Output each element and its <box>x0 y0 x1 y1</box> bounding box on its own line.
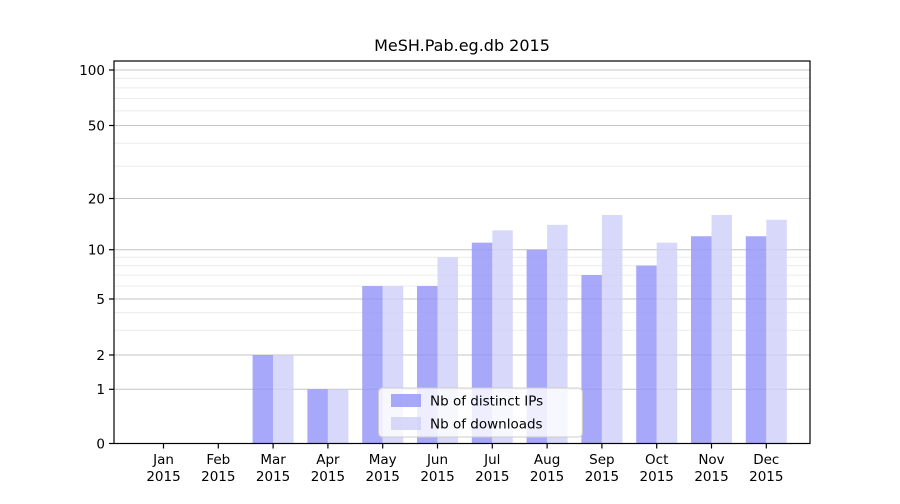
x-tick-label-month-nov: Nov <box>698 452 724 468</box>
x-tick-label-month-jul: Jul <box>483 452 500 468</box>
x-tick-label-year-jan: 2015 <box>146 469 180 485</box>
x-tick-label-year-dec: 2015 <box>749 469 783 485</box>
y-tick-label-2: 2 <box>96 348 105 364</box>
legend-box <box>378 387 583 438</box>
bar-distinct-ips-dec <box>745 236 767 444</box>
bar-downloads-apr <box>327 389 349 444</box>
x-tick-label-month-jan: Jan <box>152 452 174 468</box>
bar-distinct-ips-sep <box>581 275 602 444</box>
y-tick-label-0: 0 <box>96 436 105 452</box>
x-tick-label-year-nov: 2015 <box>694 469 728 485</box>
y-tick-label-100: 100 <box>79 63 105 79</box>
y-tick-label-5: 5 <box>96 292 105 308</box>
y-tick-label-20: 20 <box>88 191 105 207</box>
bar-distinct-ips-apr <box>307 389 328 444</box>
chart-title: MeSH.Pab.eg.db 2015 <box>374 36 550 55</box>
y-tick-label-10: 10 <box>88 243 105 259</box>
x-tick-label-year-may: 2015 <box>366 469 400 485</box>
x-tick-label-year-feb: 2015 <box>201 469 235 485</box>
x-tick-label-month-may: May <box>369 452 397 468</box>
x-tick-label-month-sep: Sep <box>589 452 614 468</box>
y-tick-label-50: 50 <box>88 118 105 134</box>
bar-downloads-dec <box>766 219 787 444</box>
x-tick-label-month-apr: Apr <box>316 452 340 468</box>
bar-distinct-ips-may <box>362 286 383 444</box>
bar-downloads-oct <box>656 242 678 444</box>
x-tick-label-year-sep: 2015 <box>585 469 619 485</box>
x-tick-label-year-oct: 2015 <box>640 469 674 485</box>
x-tick-label-year-aug: 2015 <box>530 469 564 485</box>
x-tick-label-month-aug: Aug <box>534 452 560 468</box>
legend-swatch-distinct-ips <box>391 394 421 407</box>
x-tick-label-month-oct: Oct <box>645 452 668 468</box>
x-tick-label-year-jun: 2015 <box>420 469 454 485</box>
x-tick-label-month-feb: Feb <box>206 452 230 468</box>
bar-distinct-ips-nov <box>691 236 712 444</box>
legend-label-downloads: Nb of downloads <box>430 417 543 433</box>
axes-spines <box>113 60 811 445</box>
y-tick-label-1: 1 <box>96 382 105 398</box>
x-tick-label-year-jul: 2015 <box>475 469 509 485</box>
legend-label-distinct-ips: Nb of distinct IPs <box>430 394 543 410</box>
x-tick-label-year-apr: 2015 <box>311 469 345 485</box>
x-tick-label-month-dec: Dec <box>753 452 779 468</box>
x-tick-label-month-jun: Jun <box>426 452 448 468</box>
bar-distinct-ips-mar <box>252 355 274 444</box>
legend-swatch-downloads <box>391 417 421 430</box>
bar-distinct-ips-oct <box>636 265 657 444</box>
bar-downloads-mar <box>273 355 294 444</box>
x-tick-label-year-mar: 2015 <box>256 469 290 485</box>
bar-downloads-nov <box>711 214 732 444</box>
x-tick-label-month-mar: Mar <box>260 452 286 468</box>
bar-downloads-sep <box>601 214 623 444</box>
